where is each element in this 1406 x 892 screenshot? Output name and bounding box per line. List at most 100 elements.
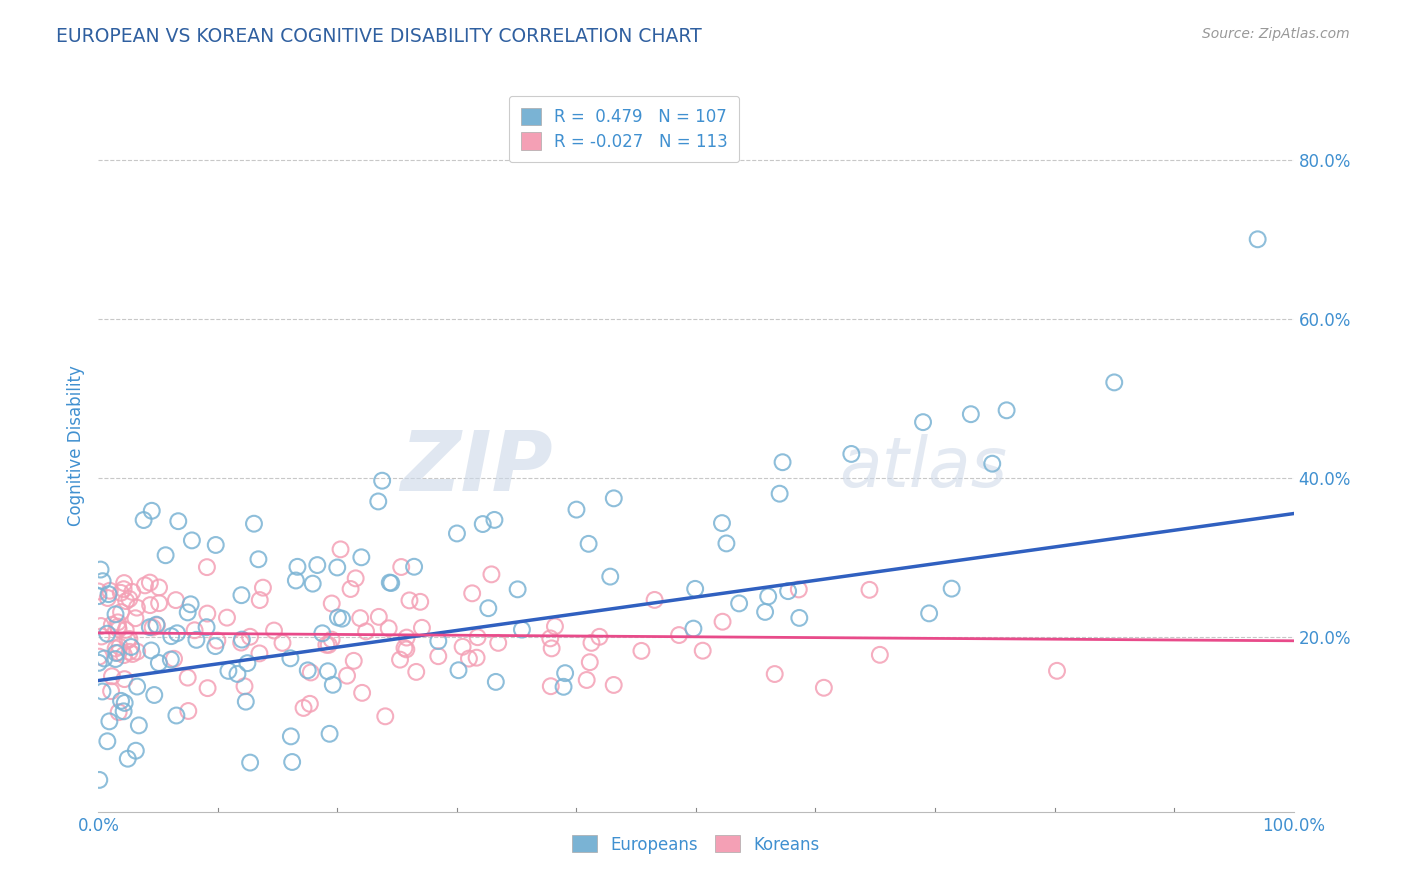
Point xyxy=(110,694,132,708)
Point xyxy=(271,636,294,650)
Point xyxy=(100,684,122,698)
Point xyxy=(114,696,136,710)
Point xyxy=(176,606,198,620)
Point xyxy=(451,640,474,654)
Point xyxy=(97,591,120,605)
Point xyxy=(215,610,238,624)
Text: EUROPEAN VS KOREAN COGNITIVE DISABILITY CORRELATION CHART: EUROPEAN VS KOREAN COGNITIVE DISABILITY … xyxy=(56,27,702,45)
Point xyxy=(298,697,321,711)
Point xyxy=(683,582,706,596)
Point xyxy=(98,583,121,598)
Point xyxy=(318,727,340,741)
Point xyxy=(127,680,149,694)
Point xyxy=(167,514,190,528)
Point xyxy=(367,610,389,624)
Point xyxy=(124,611,146,625)
Point xyxy=(148,581,170,595)
Point xyxy=(160,629,183,643)
Point xyxy=(247,552,270,566)
Point xyxy=(231,632,253,647)
Point xyxy=(630,644,652,658)
Point xyxy=(233,679,256,693)
Point xyxy=(911,415,934,429)
Point xyxy=(506,582,529,597)
Point xyxy=(148,596,170,610)
Point xyxy=(114,672,136,686)
Point xyxy=(787,611,810,625)
Point xyxy=(110,605,132,619)
Point xyxy=(98,714,121,729)
Legend: Europeans, Koreans: Europeans, Koreans xyxy=(564,827,828,862)
Point xyxy=(427,649,450,664)
Point xyxy=(380,576,402,591)
Point xyxy=(287,559,309,574)
Point xyxy=(146,618,169,632)
Point xyxy=(538,632,561,646)
Point xyxy=(180,597,202,611)
Point xyxy=(315,638,337,652)
Point xyxy=(107,620,129,634)
Point xyxy=(404,559,426,574)
Point xyxy=(465,650,488,665)
Point xyxy=(148,656,170,670)
Point xyxy=(105,646,128,660)
Point xyxy=(263,624,285,638)
Point xyxy=(588,630,610,644)
Point xyxy=(166,626,188,640)
Point xyxy=(446,526,468,541)
Point xyxy=(125,600,148,615)
Point xyxy=(108,640,131,654)
Point xyxy=(477,601,499,615)
Point xyxy=(1046,664,1069,678)
Point xyxy=(486,636,509,650)
Point xyxy=(411,621,433,635)
Point xyxy=(195,607,218,621)
Point xyxy=(107,622,129,636)
Point xyxy=(120,640,142,654)
Point xyxy=(544,619,567,633)
Point xyxy=(118,632,141,646)
Point xyxy=(89,772,111,787)
Point xyxy=(409,595,432,609)
Point xyxy=(195,620,218,634)
Point xyxy=(121,585,143,599)
Text: atlas: atlas xyxy=(839,434,1007,501)
Point xyxy=(728,596,751,610)
Point xyxy=(330,612,353,626)
Point xyxy=(343,654,366,668)
Point xyxy=(711,615,734,629)
Point xyxy=(311,626,333,640)
Point xyxy=(101,617,124,632)
Point xyxy=(117,633,139,648)
Point xyxy=(316,665,339,679)
Point xyxy=(101,669,124,683)
Point xyxy=(143,688,166,702)
Point xyxy=(575,673,598,687)
Point xyxy=(485,674,508,689)
Point xyxy=(427,634,450,648)
Point xyxy=(207,633,229,648)
Point xyxy=(107,615,129,630)
Point xyxy=(180,533,202,548)
Point xyxy=(1247,232,1270,246)
Point xyxy=(235,695,257,709)
Point xyxy=(603,491,626,506)
Point xyxy=(1104,376,1126,390)
Point xyxy=(142,620,165,634)
Point xyxy=(231,635,253,649)
Point xyxy=(941,582,963,596)
Point xyxy=(236,656,259,670)
Point xyxy=(540,679,562,693)
Point xyxy=(87,589,110,603)
Point xyxy=(378,575,401,590)
Point xyxy=(243,516,266,531)
Point xyxy=(145,617,167,632)
Point xyxy=(484,513,506,527)
Point xyxy=(112,576,135,591)
Point xyxy=(301,576,323,591)
Point xyxy=(326,560,349,574)
Point xyxy=(160,652,183,666)
Point xyxy=(349,611,371,625)
Point xyxy=(297,664,319,678)
Point xyxy=(177,671,200,685)
